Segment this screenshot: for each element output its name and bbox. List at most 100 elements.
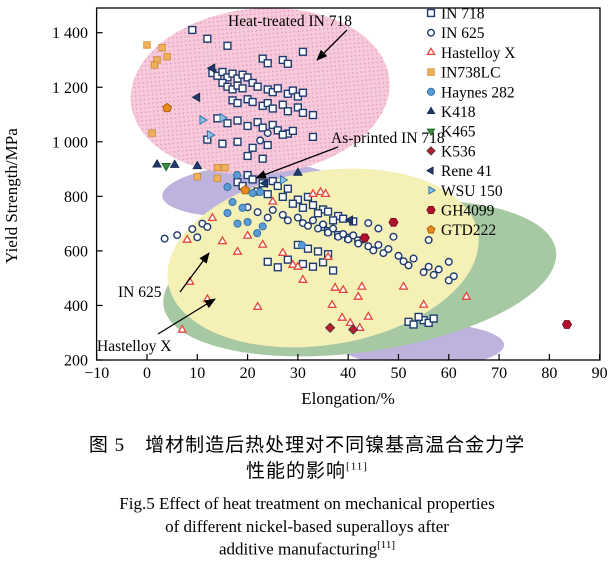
data-point [424,318,433,328]
data-point [143,41,151,49]
annotation-arrow-hastelloy-x [157,298,216,335]
caption-chinese: 图 5 增材制造后热处理对不同镍基高温合金力学 性能的影响[11] [0,433,614,485]
legend-label: Haynes 282 [441,84,515,101]
x-tick-label: 90 [592,365,608,382]
data-point [238,84,247,93]
data-point [329,224,338,233]
data-point [203,34,212,43]
legend-label: Hastelloy X [441,45,515,62]
citation-ref: [11] [377,538,396,551]
data-point [158,44,166,52]
data-point [193,233,202,242]
data-point [303,244,313,253]
data-point [297,274,308,283]
series-wsu-150 [199,112,289,185]
data-point [327,299,338,309]
data-point [449,272,458,281]
x-axis-title: Elongation/% [301,389,394,408]
data-point [298,47,308,56]
data-point [256,187,265,197]
annotation-arrow-heat-treated-in718 [316,29,348,61]
annotation-heat-treated-in718: Heat-treated IN 718 [228,13,352,30]
data-point [319,220,328,229]
data-point [243,73,252,82]
series-rene-41 [191,63,354,225]
data-point [429,314,438,323]
data-point [283,255,292,264]
data-point [279,175,289,185]
y-tick-label: 600 [64,243,88,260]
data-point [356,281,367,290]
data-point [426,28,436,37]
data-point [253,82,262,91]
legend-label: IN 625 [441,25,485,42]
data-point [426,128,436,137]
data-point [233,116,242,125]
data-point [263,190,272,199]
data-point [169,159,180,168]
legend-label: GH4099 [441,203,495,220]
data-point [409,320,418,329]
data-point [354,322,365,331]
data-point [243,121,252,131]
data-point [199,115,209,125]
data-point [292,261,303,270]
citation-ref: [11] [346,460,368,473]
x-tick-label: 0 [143,365,151,382]
legend-label: IN 718 [441,6,485,23]
y-tick-label: 800 [64,189,88,206]
scatter-chart: −10 0 10 20 30 40 50 60 70 80 90 200 400 600 800 1 000 1… [2,6,608,409]
data-point [426,87,436,96]
data-point [426,8,436,18]
x-tick-label: 70 [491,365,507,382]
data-point [223,183,232,192]
data-point [288,86,297,95]
legend-item-rene-41: Rene 41 [426,163,492,180]
data-point [268,104,277,113]
data-point [283,107,292,116]
data-point [298,108,308,118]
data-point [313,247,323,256]
x-tick-label: 80 [541,365,557,382]
data-point [267,196,278,205]
data-point [339,229,348,239]
legend-item-k536: K536 [426,143,476,160]
data-point [248,175,257,184]
data-point [248,97,257,107]
data-point [308,110,318,120]
data-point [263,59,272,68]
data-point [328,266,338,275]
data-point [419,268,428,277]
series-k418 [152,158,303,176]
data-point [426,166,434,175]
data-point [188,25,197,35]
x-tick-label: 60 [441,365,457,382]
data-point [363,311,374,320]
x-tick-label: 20 [240,365,256,382]
data-point [369,246,378,255]
data-point [253,118,262,127]
figure-5: −10 0 10 20 30 40 50 60 70 80 90 200 400 600 800 1 000 1… [0,6,614,559]
series-haynes-282 [223,171,306,250]
caption-zh-line1: 图 5 增材制造后热处理对不同镍基高温合金力学 [88,435,526,456]
data-point [243,170,252,180]
data-point [258,123,267,132]
legend-item-in738lc: IN738LC [427,65,500,82]
data-point [364,219,373,228]
legend-label: IN738LC [441,65,500,82]
legend-label: K418 [441,104,476,121]
data-point [330,282,341,291]
data-point [263,129,272,138]
data-point [243,151,252,161]
data-point [218,67,227,77]
data-point [206,63,216,74]
data-point [273,126,282,135]
series-k536 [324,322,359,335]
data-point [278,192,287,202]
series-gh4099 [359,217,573,329]
data-point [223,208,232,218]
legend: IN 718 IN 625 Hastelloy X IN738LC Haynes 282… [426,6,515,239]
data-point [344,215,354,225]
caption-zh-line2: 性能的影响[11] [246,460,368,483]
data-point [308,188,318,198]
